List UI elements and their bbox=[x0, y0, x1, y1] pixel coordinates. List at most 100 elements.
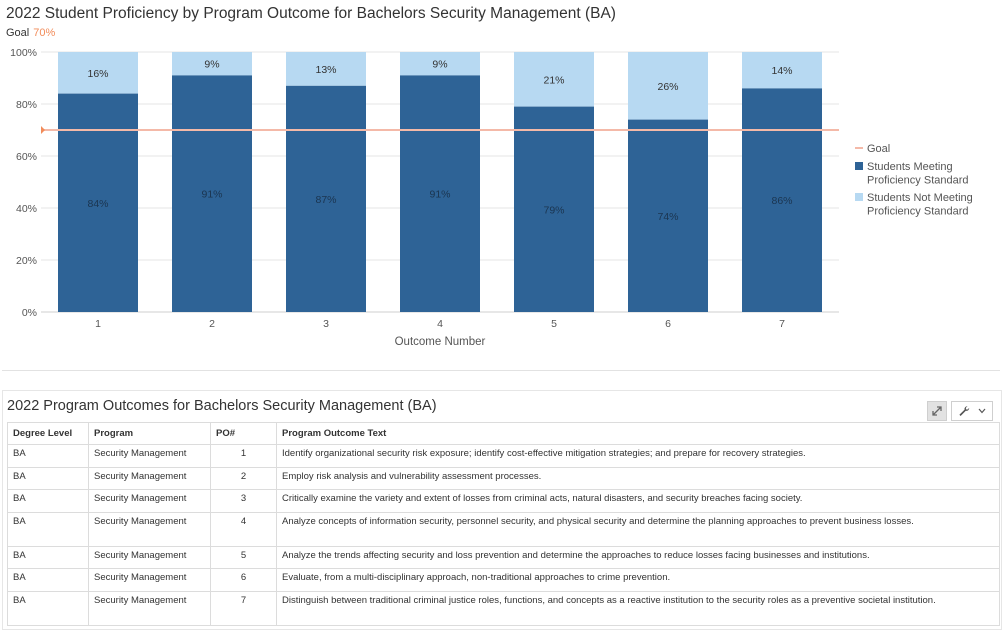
y-tick-label: 20% bbox=[16, 255, 37, 267]
chevron-down-icon bbox=[978, 408, 986, 414]
goal-indicator: Goal 70% bbox=[6, 27, 55, 39]
outcome-text-cell: Employ risk analysis and vulnerability a… bbox=[276, 466, 1000, 490]
expand-button[interactable] bbox=[927, 401, 947, 421]
table-row: BA Security Management 4 Analyze concepts o… bbox=[7, 511, 1000, 547]
table-title: 2022 Program Outcomes for Bachelors Secu… bbox=[7, 398, 437, 414]
po-number-cell: 2 bbox=[210, 466, 277, 490]
data-label-meeting: 87% bbox=[315, 194, 336, 206]
degree-level-cell: BA bbox=[7, 568, 89, 592]
x-tick-label: 3 bbox=[323, 318, 329, 330]
expand-icon bbox=[932, 406, 942, 416]
degree-level-cell: BA bbox=[7, 545, 89, 569]
bar-meeting bbox=[514, 106, 594, 312]
table-row: BA Security Management 1 Identify organizat… bbox=[7, 444, 1000, 468]
wrench-icon bbox=[959, 406, 970, 416]
data-label-not-meeting: 14% bbox=[771, 65, 792, 77]
bar-not-meeting bbox=[628, 52, 708, 120]
degree-level-cell: BA bbox=[7, 489, 89, 513]
panel-toolbar bbox=[927, 401, 993, 421]
y-tick-label: 80% bbox=[16, 99, 37, 111]
po-number-cell: 1 bbox=[210, 444, 277, 468]
data-label-meeting: 91% bbox=[201, 189, 222, 201]
outcomes-panel: 2022 Program Outcomes for Bachelors Secu… bbox=[2, 390, 1002, 630]
stacked-bar-chart: 0% 20% 40% 60% 80% 100% 16% 84% 1 9% 91% 2 13% 87% 3 9%… bbox=[10, 47, 973, 348]
program-cell: Security Management bbox=[88, 444, 211, 468]
section-divider bbox=[2, 370, 1000, 371]
bar-not-meeting bbox=[400, 52, 480, 76]
column-header[interactable]: Degree Level bbox=[7, 422, 89, 445]
column-header[interactable]: PO# bbox=[210, 422, 277, 445]
data-label-meeting: 91% bbox=[429, 189, 450, 201]
y-tick-label: 60% bbox=[16, 151, 37, 163]
y-tick-label: 100% bbox=[10, 47, 37, 59]
table-row: BA Security Management 3 Critically examine… bbox=[7, 489, 1000, 513]
table-row: BA Security Management 5 Analyze the trends… bbox=[7, 545, 1000, 569]
data-label-not-meeting: 13% bbox=[315, 64, 336, 76]
bar-not-meeting bbox=[58, 52, 138, 94]
po-number-cell: 6 bbox=[210, 568, 277, 592]
chart-title: 2022 Student Proficiency by Program Outc… bbox=[6, 5, 616, 22]
table-row: BA Security Management 7 Distinguish betwee… bbox=[7, 590, 1000, 626]
data-label-meeting: 86% bbox=[771, 195, 792, 207]
x-tick-label: 6 bbox=[665, 318, 671, 330]
settings-dropdown-button[interactable] bbox=[951, 401, 993, 421]
data-label-meeting: 84% bbox=[87, 198, 108, 210]
y-tick-label: 0% bbox=[22, 307, 37, 319]
outcomes-table: Degree Level Program PO# Program Outcome… bbox=[7, 422, 1000, 626]
degree-level-cell: BA bbox=[7, 590, 89, 626]
legend-meeting-swatch bbox=[855, 162, 863, 170]
outcome-text-cell: Analyze concepts of information security… bbox=[276, 511, 1000, 547]
bar-meeting bbox=[742, 88, 822, 313]
goal-label: Goal bbox=[6, 27, 30, 39]
legend-not-meeting-label: Students Not Meeting Proficiency Standard bbox=[867, 192, 973, 218]
legend-not-meeting-swatch bbox=[855, 193, 863, 201]
legend-goal-label: Goal bbox=[867, 143, 890, 155]
table-row: BA Security Management 2 Employ risk analys… bbox=[7, 466, 1000, 490]
legend-meeting-label: Students Meeting Proficiency Standard bbox=[867, 161, 969, 187]
outcome-text-cell: Identify organizational security risk ex… bbox=[276, 444, 1000, 468]
outcome-text-cell: Evaluate, from a multi-disciplinary appr… bbox=[276, 568, 1000, 592]
data-label-not-meeting: 16% bbox=[87, 68, 108, 80]
data-label-not-meeting: 9% bbox=[432, 59, 447, 71]
outcome-text-cell: Analyze the trends affecting security an… bbox=[276, 545, 1000, 569]
x-axis-label: Outcome Number bbox=[395, 336, 486, 348]
po-number-cell: 4 bbox=[210, 511, 277, 547]
degree-level-cell: BA bbox=[7, 511, 89, 547]
table-row: BA Security Management 6 Evaluate, from a m… bbox=[7, 568, 1000, 592]
bar-meeting bbox=[628, 119, 708, 312]
bar-not-meeting bbox=[286, 52, 366, 86]
x-tick-label: 4 bbox=[437, 318, 443, 330]
outcome-text-cell: Distinguish between traditional criminal… bbox=[276, 590, 1000, 626]
bar-meeting bbox=[400, 75, 480, 313]
program-cell: Security Management bbox=[88, 590, 211, 626]
bar-not-meeting bbox=[742, 52, 822, 89]
degree-level-cell: BA bbox=[7, 466, 89, 490]
column-header[interactable]: Program bbox=[88, 422, 211, 445]
x-tick-label: 5 bbox=[551, 318, 557, 330]
program-cell: Security Management bbox=[88, 545, 211, 569]
program-cell: Security Management bbox=[88, 489, 211, 513]
x-tick-label: 1 bbox=[95, 318, 101, 330]
po-number-cell: 5 bbox=[210, 545, 277, 569]
data-label-meeting: 79% bbox=[543, 204, 564, 216]
x-tick-label: 2 bbox=[209, 318, 215, 330]
data-label-not-meeting: 21% bbox=[543, 74, 564, 86]
program-cell: Security Management bbox=[88, 568, 211, 592]
goal-value: 70% bbox=[33, 27, 56, 39]
outcome-text-cell: Critically examine the variety and exten… bbox=[276, 489, 1000, 513]
data-label-meeting: 74% bbox=[657, 211, 678, 223]
table-header-row: Degree Level Program PO# Program Outcome… bbox=[7, 422, 1000, 445]
data-label-not-meeting: 9% bbox=[204, 59, 219, 71]
y-tick-label: 40% bbox=[16, 203, 37, 215]
goal-marker bbox=[41, 126, 45, 134]
degree-level-cell: BA bbox=[7, 444, 89, 468]
program-cell: Security Management bbox=[88, 466, 211, 490]
po-number-cell: 7 bbox=[210, 590, 277, 626]
program-cell: Security Management bbox=[88, 511, 211, 547]
bar-meeting bbox=[172, 75, 252, 313]
bar-not-meeting bbox=[172, 52, 252, 76]
bar-not-meeting bbox=[514, 52, 594, 107]
column-header[interactable]: Program Outcome Text bbox=[276, 422, 1000, 445]
x-tick-label: 7 bbox=[779, 318, 785, 330]
po-number-cell: 3 bbox=[210, 489, 277, 513]
